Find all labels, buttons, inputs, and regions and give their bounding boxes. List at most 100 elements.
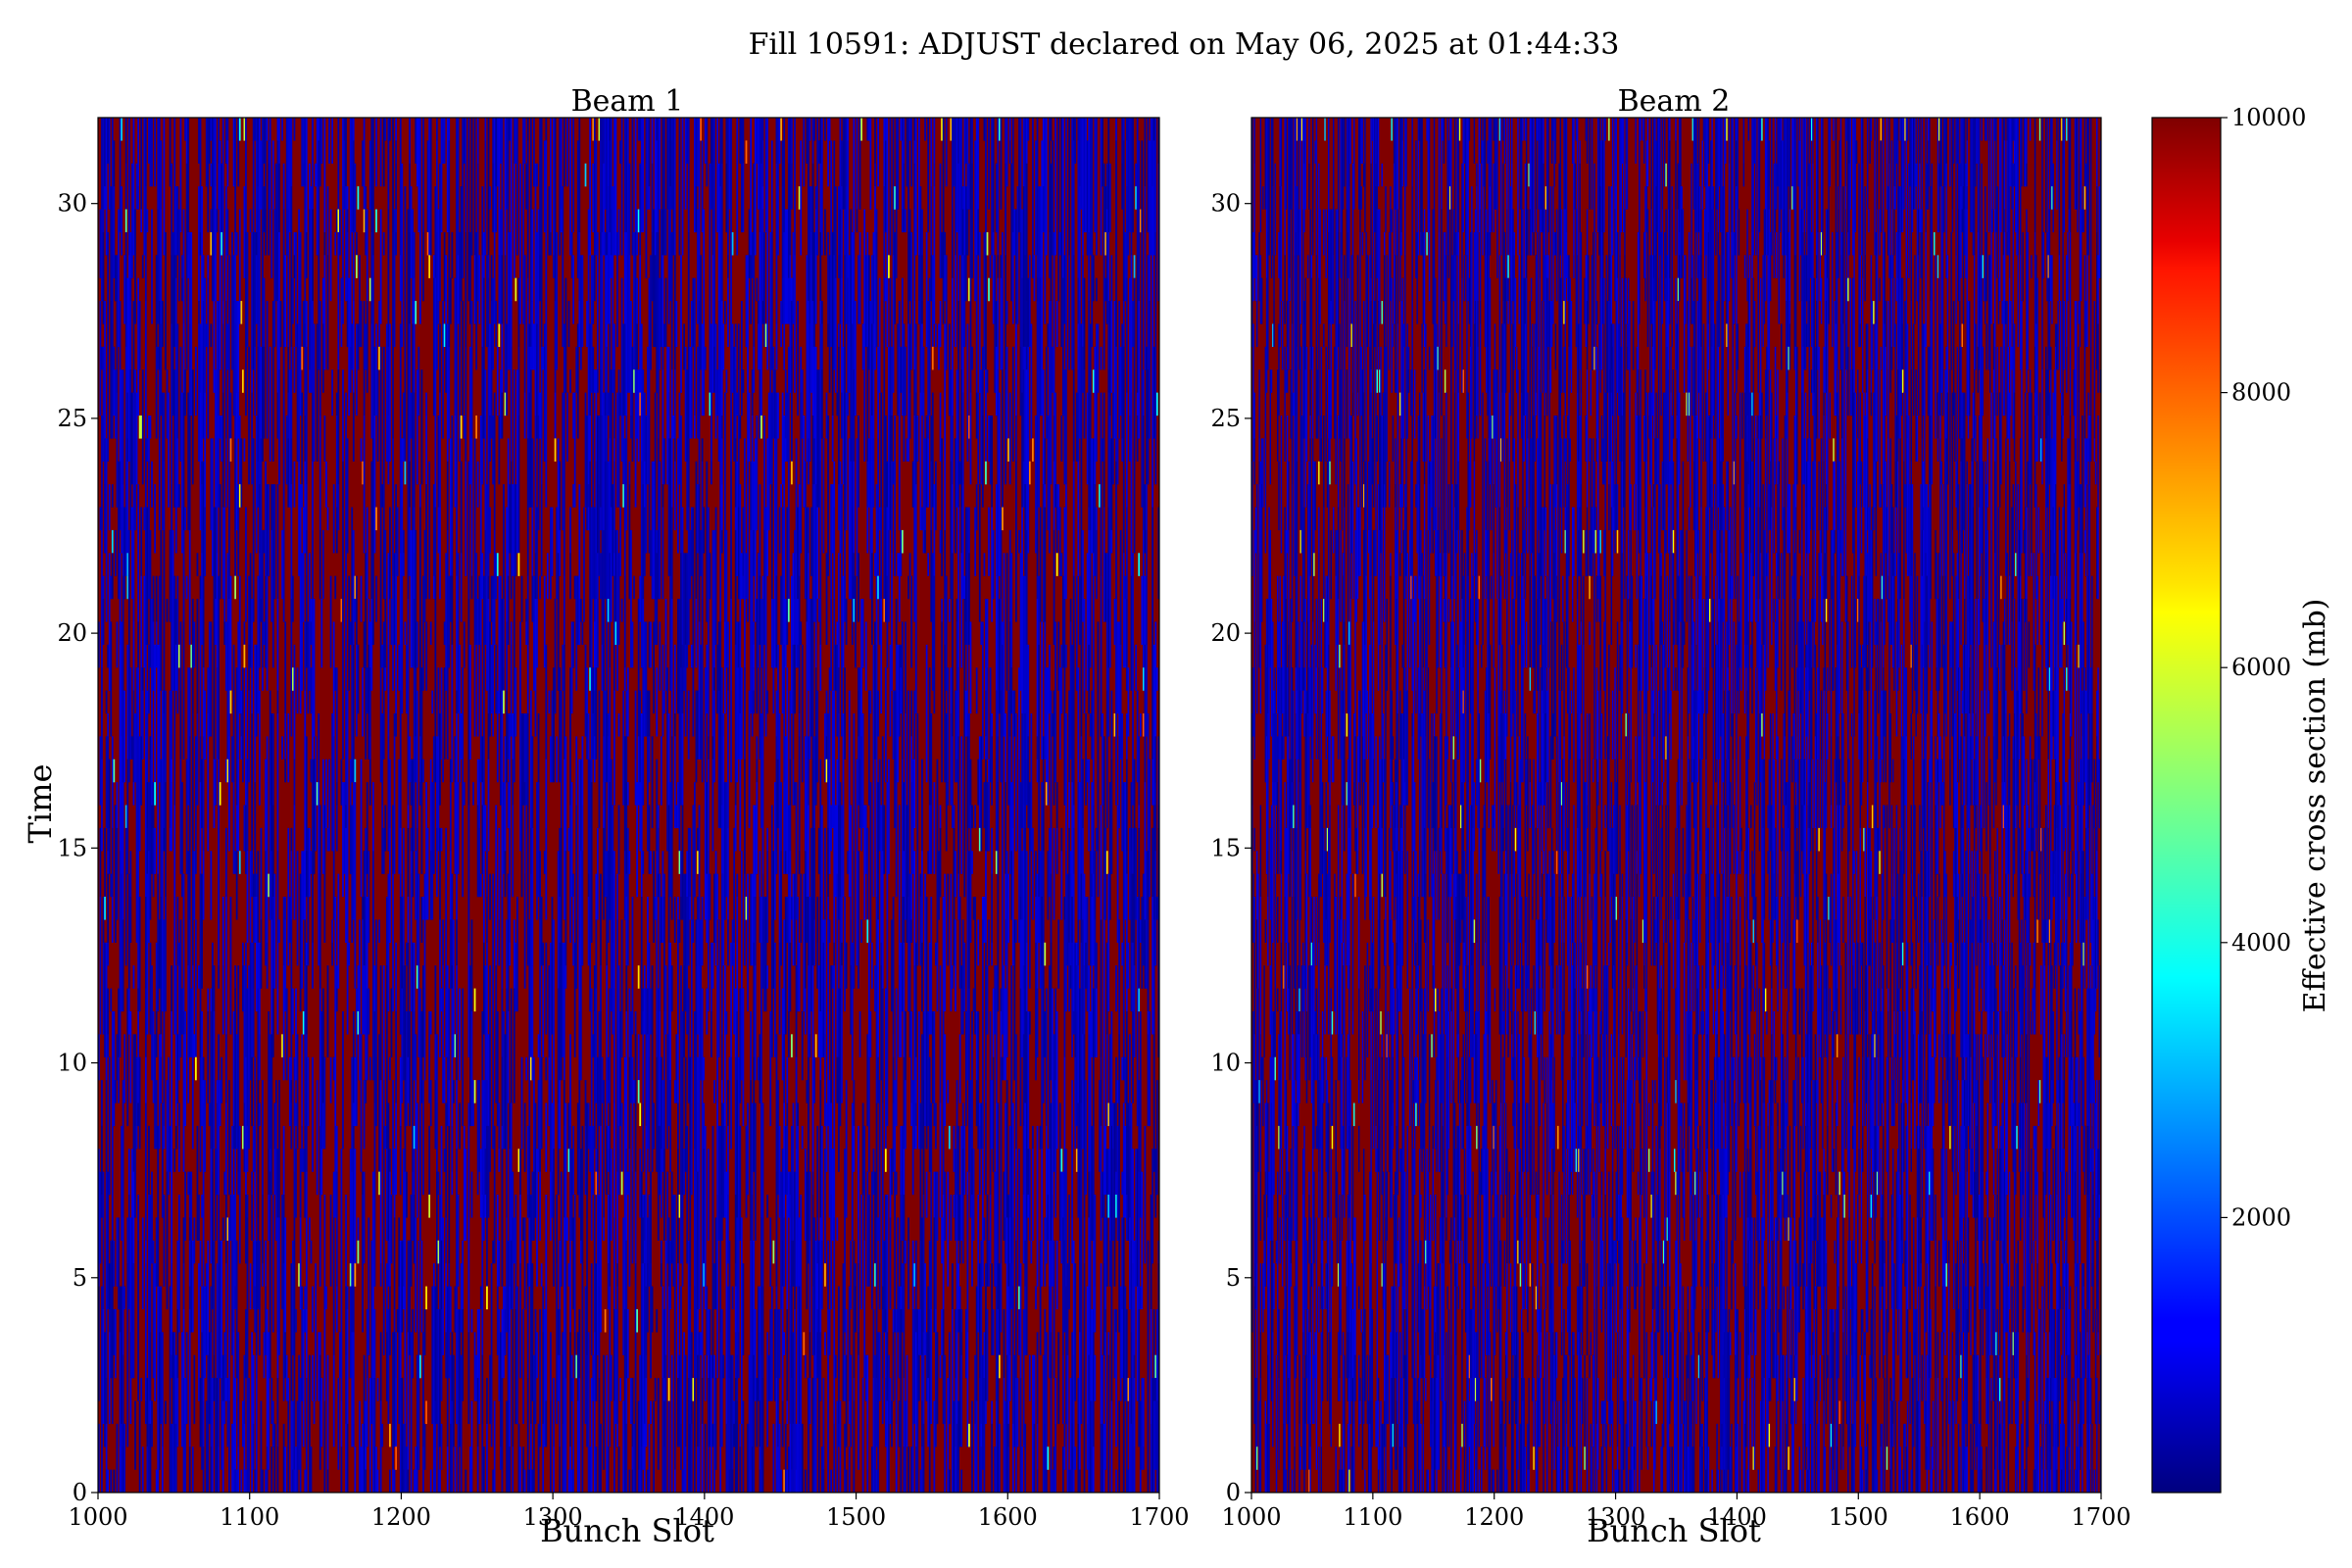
heatmap-cell: [434, 507, 437, 576]
heatmap-cell: [810, 827, 812, 898]
heatmap-cell: [184, 118, 186, 141]
heatmap-cell: [178, 644, 180, 668]
heatmap-cell: [137, 988, 139, 1012]
heatmap-cell: [678, 599, 681, 714]
heatmap-cell: [284, 1446, 287, 1494]
heatmap-cell: [728, 118, 731, 210]
heatmap-cell: [794, 782, 796, 806]
heatmap-cell: [766, 919, 769, 943]
heatmap-cell: [113, 759, 116, 783]
heatmap-cell: [436, 140, 438, 233]
heatmap-cell: [269, 759, 271, 806]
heatmap-cell: [722, 1354, 725, 1379]
heatmap-cell: [563, 1378, 565, 1494]
heatmap-cell: [733, 346, 735, 462]
heatmap-cell: [921, 1034, 923, 1150]
heatmap-cell: [178, 484, 180, 508]
heatmap-cell: [610, 209, 612, 256]
heatmap-cell: [484, 438, 487, 531]
heatmap-cell: [304, 118, 307, 210]
heatmap-cell: [119, 1332, 122, 1447]
heatmap-cell: [851, 1149, 854, 1241]
heatmap-cell: [607, 392, 610, 416]
heatmap-cell: [126, 277, 129, 393]
heatmap-cell: [284, 897, 287, 920]
heatmap-cell: [171, 1354, 173, 1379]
heatmap-cell: [878, 1171, 881, 1264]
heatmap-cell: [860, 1195, 862, 1310]
heatmap-cell: [345, 392, 347, 485]
heatmap-cell: [736, 873, 739, 898]
heatmap-cell: [257, 851, 260, 943]
heatmap-cell: [436, 1034, 438, 1103]
heatmap-cell: [784, 277, 787, 324]
heatmap-cell: [654, 118, 657, 256]
heatmap-cell: [465, 1469, 467, 1494]
heatmap-cell: [457, 553, 460, 622]
heatmap-cell: [922, 1195, 925, 1333]
heatmap-cell: [460, 712, 463, 760]
heatmap-cell: [282, 1217, 285, 1264]
heatmap-cell: [597, 369, 599, 393]
heatmap-cell: [436, 1171, 438, 1310]
heatmap-cell: [195, 736, 197, 874]
heatmap-cell: [851, 507, 854, 600]
heatmap-cell: [285, 1354, 288, 1401]
heatmap-cell: [733, 827, 735, 943]
heatmap-cell: [711, 1263, 714, 1310]
heatmap-cell: [135, 1125, 138, 1150]
heatmap-cell: [481, 186, 484, 256]
heatmap-cell: [875, 897, 878, 920]
heatmap-cell: [736, 1400, 739, 1494]
heatmap-cell: [349, 805, 352, 874]
heatmap-cell: [620, 277, 623, 393]
heatmap-cell: [587, 1332, 590, 1447]
heatmap-cell: [182, 1263, 185, 1310]
heatmap-cell: [623, 438, 626, 576]
heatmap-cell: [761, 759, 764, 874]
heatmap-cell: [928, 277, 931, 416]
heatmap-cell: [121, 1125, 122, 1241]
heatmap-cell: [704, 1354, 707, 1401]
heatmap-cell: [683, 1332, 685, 1447]
heatmap-cell: [753, 1240, 756, 1355]
heatmap-cell: [733, 1423, 735, 1447]
heatmap-cell: [930, 118, 933, 187]
heatmap-cell: [316, 1080, 318, 1196]
heatmap-cell: [520, 712, 523, 806]
heatmap-cell: [612, 805, 614, 943]
heatmap-cell: [563, 163, 565, 187]
heatmap-cell: [669, 1240, 672, 1310]
heatmap-cell: [451, 1400, 454, 1494]
heatmap-cell: [202, 851, 205, 920]
heatmap-cell: [586, 415, 588, 531]
heatmap-cell: [662, 1080, 664, 1172]
heatmap-cell: [651, 1286, 654, 1310]
heatmap-cell: [867, 118, 870, 141]
heatmap-cell: [579, 599, 582, 622]
heatmap-cell: [609, 140, 612, 233]
heatmap-cell: [895, 1171, 898, 1196]
heatmap-cell: [727, 277, 729, 348]
heatmap-cell: [775, 323, 778, 370]
heatmap-cell: [711, 1423, 714, 1447]
heatmap-cell: [172, 1332, 174, 1425]
heatmap-cell: [392, 575, 394, 691]
heatmap-cell: [301, 484, 304, 508]
heatmap-cell: [848, 1400, 851, 1425]
heatmap-cell: [269, 690, 271, 760]
heatmap-cell: [587, 1446, 590, 1494]
heatmap-cell: [482, 1195, 485, 1241]
heatmap-cell: [423, 873, 426, 989]
heatmap-cell: [563, 461, 565, 576]
heatmap-cell: [417, 873, 420, 966]
heatmap-cell: [640, 346, 643, 462]
heatmap-cell: [895, 644, 898, 783]
heatmap-cell: [202, 1240, 205, 1379]
heatmap-cell: [770, 919, 773, 1057]
heatmap-cell: [784, 438, 787, 462]
heatmap-cell: [401, 255, 404, 348]
heatmap-cell: [218, 575, 220, 622]
heatmap-cell: [254, 644, 257, 783]
heatmap-cell: [218, 1080, 220, 1196]
